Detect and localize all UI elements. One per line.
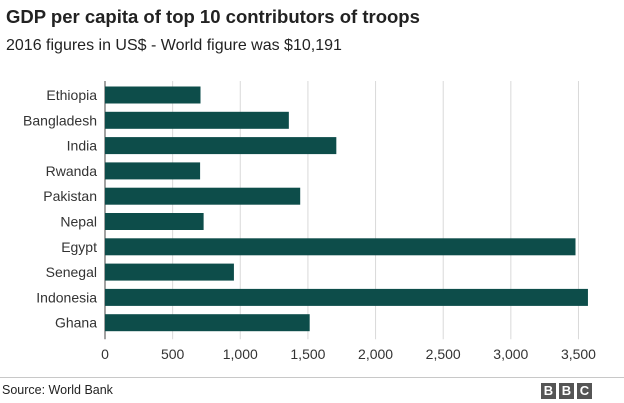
bar [105,111,289,129]
bar [105,238,576,256]
category-label: Indonesia [36,289,97,305]
x-tick-label: 1,000 [223,346,258,362]
source-note: Source: World Bank [2,383,113,397]
logo-letter-c: C [577,383,592,399]
bar [105,137,337,155]
bar [105,288,588,306]
bar [105,187,301,205]
bbc-logo: B B C [541,383,592,399]
logo-letter-b1: B [541,383,556,399]
category-label: Ethiopia [46,87,97,103]
bar [105,263,234,281]
category-label: Nepal [60,214,97,230]
category-label: India [67,138,98,154]
category-label: Egypt [61,239,97,255]
footer-divider [0,377,624,378]
x-tick-label: 2,500 [426,346,461,362]
category-label: Bangladesh [23,112,97,128]
x-tick-label: 3,500 [561,346,596,362]
x-tick-label: 2,000 [358,346,393,362]
bar [105,162,201,180]
chart-title: GDP per capita of top 10 contributors of… [6,6,420,27]
x-tick-label: 500 [161,346,185,362]
x-tick-label: 3,000 [493,346,528,362]
logo-letter-b2: B [559,383,574,399]
x-tick-label: 0 [101,346,109,362]
chart-subtitle: 2016 figures in US$ - World figure was $… [6,37,342,54]
bar [105,314,310,332]
category-label: Pakistan [43,188,97,204]
x-tick-label: 1,500 [290,346,325,362]
category-label: Ghana [55,315,97,331]
category-label: Rwanda [46,163,98,179]
bar [105,213,204,230]
category-label: Senegal [46,264,97,280]
bar [105,86,201,104]
